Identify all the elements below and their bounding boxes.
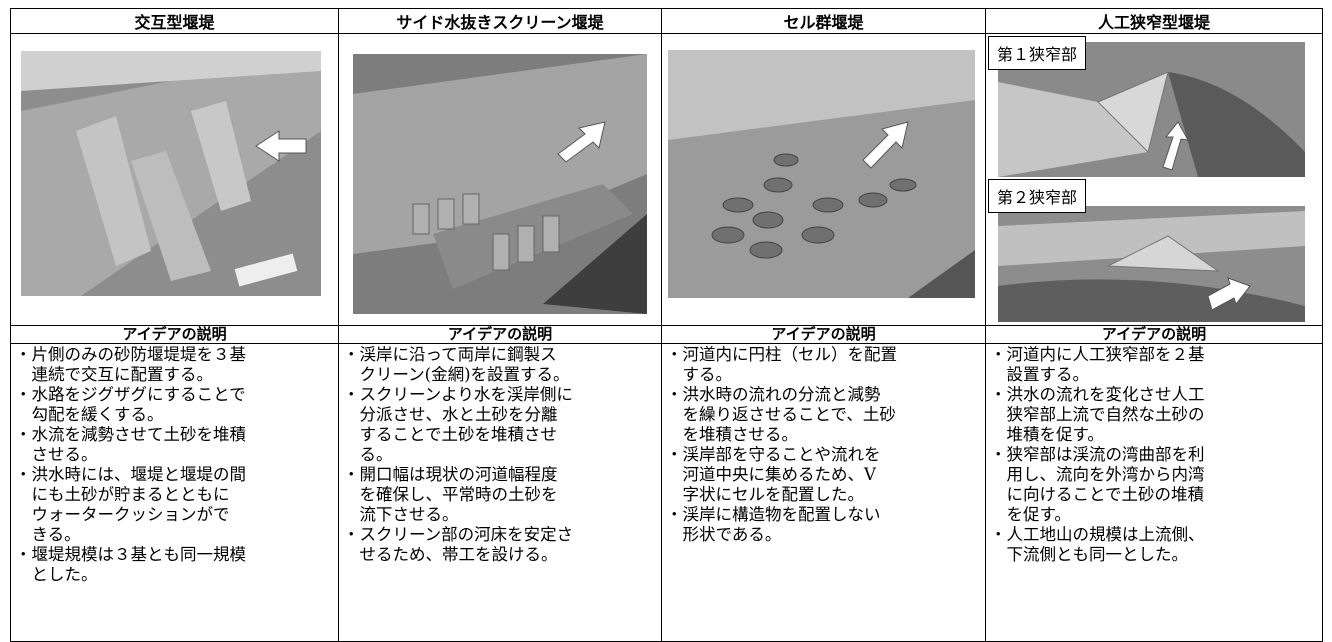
- description-line: ウォータークッションがで: [31, 505, 230, 524]
- description-line: 流下させる。: [359, 505, 459, 524]
- description-line: を確保し、平常時の土砂を: [359, 485, 558, 504]
- description-line: ・狭窄部は渓流の湾曲部を利: [990, 445, 1205, 464]
- description-line: ・人工地山の規模は上流側、: [990, 525, 1205, 544]
- column-header: サイド水抜きスクリーン堰堤: [338, 8, 662, 34]
- description-line: ・開口幅は現状の河道幅程度: [343, 465, 558, 484]
- description-line: ・渓岸に構造物を配置しない: [666, 505, 881, 524]
- description-line: ・洪水の流れを変化させ人工: [990, 385, 1205, 404]
- description-line: る。: [359, 445, 393, 464]
- description-cell: ・河道内に人工狭窄部を２基 設置する。 ・洪水の流れを変化させ人工 狭窄部上流で自然な…: [985, 343, 1323, 642]
- column-header: セル群堰堤: [661, 8, 986, 34]
- description-line: を促す。: [1006, 505, 1071, 524]
- description-cell: ・渓岸に沿って両岸に鋼製ス クリーン(金網)を設置する。 ・スクリーンより水を渓岸側…: [338, 343, 662, 642]
- description-line: ・水流を減勢させて土砂を堆積: [15, 425, 246, 444]
- description-line: 堆積を促す。: [1006, 425, 1104, 444]
- description-line: 分派させ、水と土砂を分離: [359, 405, 558, 424]
- description-line: を繰り返させることで、土砂: [682, 405, 896, 424]
- photo-label: 第２狭窄部: [988, 179, 1087, 213]
- description-line: することで土砂を堆積させ: [359, 425, 558, 444]
- section-header: アイデアの説明: [338, 325, 662, 344]
- description-line: 連続で交互に配置する。: [31, 365, 214, 384]
- description-line: ・渓岸に沿って両岸に鋼製ス: [343, 345, 557, 364]
- description-cell: ・片側のみの砂防堰堤堤を３基 連続で交互に配置する。 ・水路をジグザグにすることで勾…: [10, 343, 339, 642]
- description-line: 形状である。: [682, 525, 782, 544]
- photo: [353, 54, 647, 314]
- description-line: ・スクリーンより水を渓岸側に: [343, 385, 573, 404]
- photo-cell: 第１狭窄部 第２狭窄部: [985, 33, 1323, 326]
- description-line: 狭窄部上流で自然な土砂の: [1006, 405, 1205, 424]
- description-line: 勾配を緩くする。: [31, 405, 164, 424]
- description-line: ・スクリーン部の河床を安定さ: [343, 525, 574, 544]
- description-line: に向けることで土砂の堆積: [1006, 485, 1205, 504]
- photo-cell: [661, 33, 986, 326]
- description-line: ・堰堤規模は３基とも同一規模: [15, 545, 246, 564]
- description-line: ・片側のみの砂防堰堤堤を３基: [15, 345, 246, 364]
- photo: [21, 51, 321, 296]
- description-line: 字状にセルを配置した。: [682, 485, 865, 504]
- description-line: きる。: [31, 525, 81, 544]
- photo: [998, 206, 1305, 322]
- photo-cell: [10, 33, 339, 326]
- column-header: 人工狭窄型堰堤: [985, 8, 1323, 34]
- description-line: を堆積させる。: [682, 425, 799, 444]
- description-cell: ・河道内に円柱（セル）を配置 する。 ・洪水時の流れの分流と減勢 を繰り返させることで…: [661, 343, 986, 642]
- description-line: する。: [682, 365, 733, 384]
- description-line: ・洪水時の流れの分流と減勢: [666, 385, 881, 404]
- description-line: 河道中央に集めるため、V: [682, 465, 876, 484]
- description-line: ・洪水時には、堰堤と堰堤の間: [15, 465, 246, 484]
- description-line: ・渓岸部を守ることや流れを: [666, 445, 881, 464]
- column-header: 交互型堰堤: [10, 8, 339, 34]
- description-line: ・河道内に人工狭窄部を２基: [990, 345, 1205, 364]
- photo-label: 第１狭窄部: [988, 36, 1087, 70]
- description-line: せるため、帯工を設ける。: [359, 545, 558, 564]
- photo: [668, 50, 975, 298]
- comparison-table: 交互型堰堤 サイド水抜きスクリーン堰堤 セル群堰堤 人工狭窄型堰堤: [10, 8, 1323, 642]
- description-line: クリーン(金網)を設置する。: [359, 365, 570, 384]
- photo-cell: [338, 33, 662, 326]
- section-header: アイデアの説明: [661, 325, 986, 344]
- description-line: 用し、流向を外湾から内湾: [1006, 465, 1205, 484]
- description-line: とした。: [31, 565, 98, 584]
- description-line: 下流側とも同一とした。: [1006, 545, 1189, 564]
- section-header: アイデアの説明: [985, 325, 1323, 344]
- description-line: ・水路をジグザグにすることで: [15, 385, 246, 404]
- section-header: アイデアの説明: [10, 325, 339, 344]
- description-line: させる。: [31, 445, 98, 464]
- description-line: ・河道内に円柱（セル）を配置: [666, 345, 897, 364]
- description-line: 設置する。: [1006, 365, 1090, 384]
- description-line: にも土砂が貯まるとともに: [31, 485, 230, 504]
